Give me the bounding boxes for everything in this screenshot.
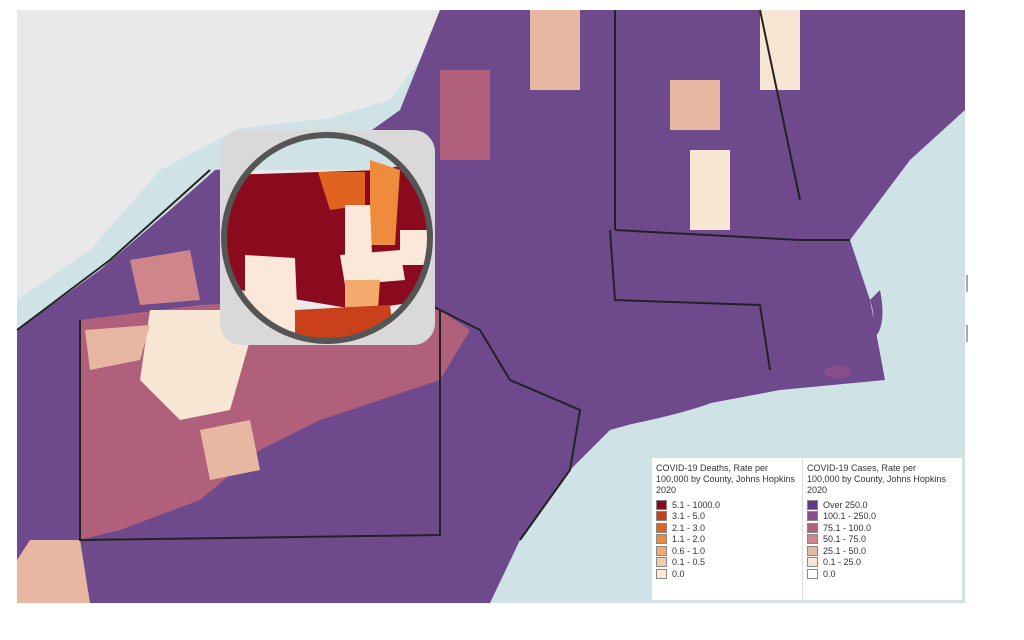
legend-deaths: COVID-19 Deaths, Rate per 100,000 by Cou… — [652, 458, 802, 600]
legend-swatch — [656, 511, 667, 522]
region-light — [760, 10, 800, 90]
legend-swatch — [807, 557, 818, 568]
legend-item: 2.1 - 3.0 — [656, 522, 798, 534]
legend-item: 1.1 - 2.0 — [656, 534, 798, 546]
legend: COVID-19 Deaths, Rate per 100,000 by Cou… — [652, 458, 962, 600]
inset-ring — [221, 132, 433, 344]
legend-item: 0.0 — [807, 568, 948, 580]
land-canada — [17, 10, 440, 300]
legend-label: 0.0 — [672, 568, 685, 579]
legend-title: COVID-19 Cases, Rate per 100,000 by Coun… — [807, 463, 946, 495]
legend-swatch — [807, 511, 818, 522]
legend-item: 50.1 - 75.0 — [807, 534, 948, 546]
region-light — [670, 80, 720, 130]
legend-label: Over 250.0 — [823, 499, 868, 510]
region-light — [690, 150, 730, 230]
legend-swatch — [807, 522, 818, 533]
legend-label: 3.1 - 5.0 — [672, 511, 706, 522]
legend-label: 75.1 - 100.0 — [823, 522, 872, 533]
legend-swatch — [807, 545, 818, 556]
region-light — [140, 310, 250, 420]
legend-title: COVID-19 Deaths, Rate per 100,000 by Cou… — [656, 463, 795, 495]
legend-item: 100.1 - 250.0 — [807, 511, 948, 523]
legend-item: 25.1 - 50.0 — [807, 545, 948, 557]
legend-label: 5.1 - 1000.0 — [672, 499, 721, 510]
region-mid — [440, 70, 490, 160]
legend-label: 0.6 - 1.0 — [672, 545, 706, 556]
island — [824, 366, 852, 378]
legend-label: 50.1 - 75.0 — [823, 534, 867, 545]
region-mid — [130, 250, 200, 305]
legend-item: 0.6 - 1.0 — [656, 545, 798, 557]
legend-label: 0.1 - 0.5 — [672, 557, 706, 568]
legend-label: 25.1 - 50.0 — [823, 545, 867, 556]
legend-label: 2.1 - 3.0 — [672, 522, 706, 533]
region-light — [17, 540, 90, 603]
legend-item: 0.1 - 0.5 — [656, 557, 798, 569]
legend-swatch — [807, 499, 818, 510]
legend-swatch — [656, 522, 667, 533]
region-light — [200, 420, 260, 480]
long-island — [547, 387, 733, 433]
legend-swatch — [807, 568, 818, 579]
legend-item: Over 250.0 — [807, 499, 948, 511]
legend-item: 0.0 — [656, 568, 798, 580]
legend-item: 75.1 - 100.0 — [807, 522, 948, 534]
legend-swatch — [656, 499, 667, 510]
legend-label: 0.0 — [823, 568, 836, 579]
legend-label: 1.1 - 2.0 — [672, 534, 706, 545]
legend-swatch — [656, 545, 667, 556]
region-light — [85, 325, 150, 370]
region-light — [530, 10, 580, 90]
legend-item: 5.1 - 1000.0 — [656, 499, 798, 511]
legend-cases: COVID-19 Cases, Rate per 100,000 by Coun… — [802, 458, 952, 600]
legend-swatch — [656, 568, 667, 579]
cape-cod — [860, 290, 883, 345]
legend-label: 0.1 - 25.0 — [823, 557, 862, 568]
legend-item: 3.1 - 5.0 — [656, 511, 798, 523]
legend-label: 100.1 - 250.0 — [823, 511, 877, 522]
legend-swatch — [807, 534, 818, 545]
legend-item: 0.1 - 25.0 — [807, 557, 948, 569]
legend-swatch — [656, 557, 667, 568]
legend-swatch — [656, 534, 667, 545]
